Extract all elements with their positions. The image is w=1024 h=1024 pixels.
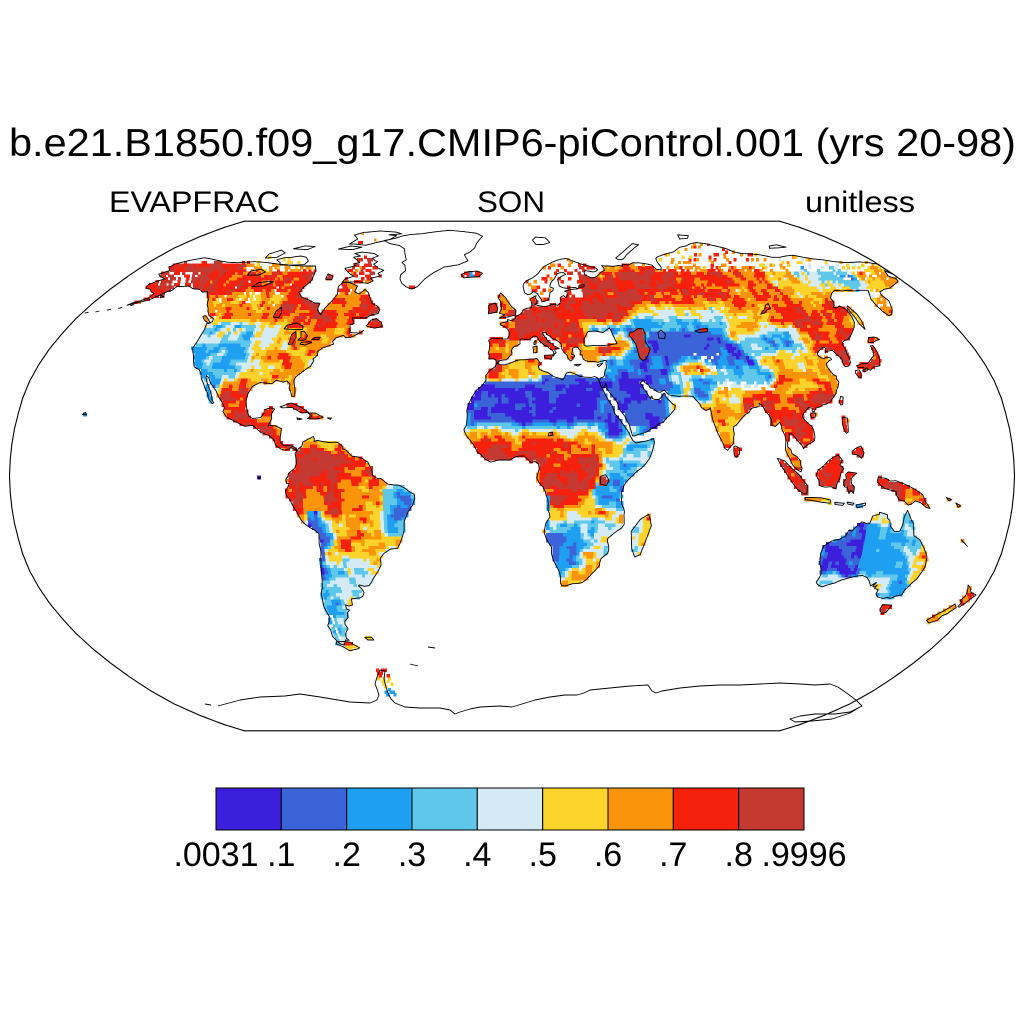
- svg-text:.9996: .9996: [761, 836, 846, 874]
- svg-text:.7: .7: [659, 836, 687, 874]
- svg-text:.5: .5: [529, 836, 557, 874]
- svg-text:SON: SON: [477, 186, 545, 219]
- svg-text:.4: .4: [463, 836, 491, 874]
- svg-text:EVAPFRAC: EVAPFRAC: [109, 186, 280, 219]
- svg-text:.8: .8: [725, 836, 753, 874]
- svg-text:.6: .6: [594, 836, 622, 874]
- svg-text:.2: .2: [333, 836, 361, 874]
- svg-text:.1: .1: [267, 836, 295, 874]
- svg-text:b.e21.B1850.f09_g17.CMIP6-piCo: b.e21.B1850.f09_g17.CMIP6-piControl.001 …: [9, 122, 1016, 165]
- svg-text:unitless: unitless: [805, 186, 915, 219]
- svg-text:.3: .3: [398, 836, 426, 874]
- svg-text:.0031: .0031: [173, 836, 258, 874]
